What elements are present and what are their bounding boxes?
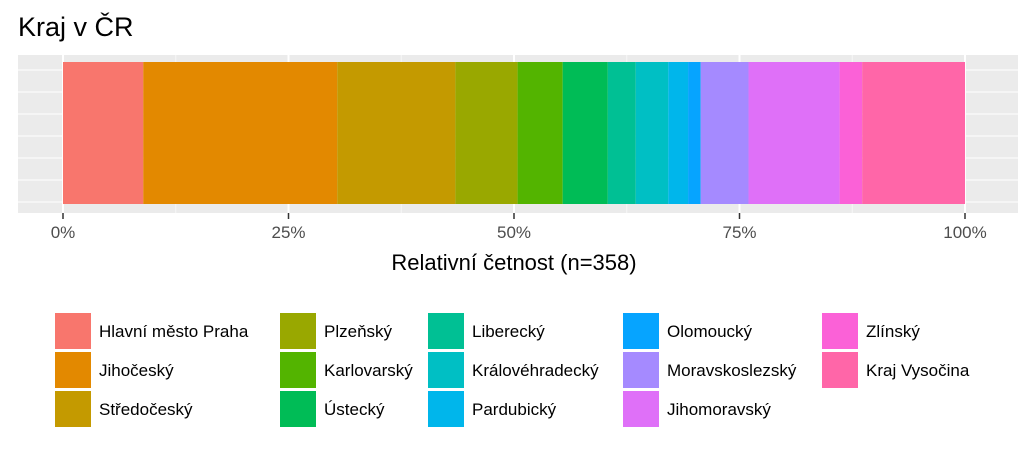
x-axis-label: Relativní četnost (n=358): [391, 250, 636, 275]
legend-item: Plzeňský: [280, 313, 393, 349]
x-tick-label: 0%: [51, 223, 76, 242]
legend-label: Středočeský: [99, 400, 193, 419]
bar-segment: [668, 62, 689, 204]
legend-key: [623, 352, 659, 388]
legend-key: [55, 352, 91, 388]
bar-segment: [562, 62, 608, 204]
bar-segment: [862, 62, 965, 204]
legend-item: Pardubický: [428, 391, 557, 427]
legend-label: Moravskoslezský: [667, 361, 797, 380]
legend-label: Liberecký: [472, 322, 545, 341]
bar-segment: [839, 62, 863, 204]
legend-item: Liberecký: [428, 313, 545, 349]
legend-label: Plzeňský: [324, 322, 393, 341]
legend-key: [822, 352, 858, 388]
legend-label: Karlovarský: [324, 361, 413, 380]
legend-label: Ústecký: [324, 400, 385, 419]
legend-key: [623, 391, 659, 427]
chart-title: Kraj v ČR: [18, 11, 134, 42]
legend-item: Zlínský: [822, 313, 920, 349]
legend-label: Hlavní město Praha: [99, 322, 249, 341]
legend: Hlavní město Praha Jihočeský Středočeský Pl…: [55, 313, 970, 427]
legend-label: Pardubický: [472, 400, 557, 419]
legend-label: Jihočeský: [99, 361, 174, 380]
legend-label: Olomoucký: [667, 322, 753, 341]
legend-item: Jihočeský: [55, 352, 174, 388]
x-tick-label: 75%: [722, 223, 756, 242]
bar-segment: [635, 62, 669, 204]
legend-item: Kraj Vysočina: [822, 352, 970, 388]
legend-label: Jihomoravský: [667, 400, 771, 419]
legend-key: [822, 313, 858, 349]
legend-item: Jihomoravský: [623, 391, 771, 427]
x-tick-label: 25%: [271, 223, 305, 242]
x-tick-label: 50%: [497, 223, 531, 242]
legend-item: Moravskoslezský: [623, 352, 797, 388]
bar-segment: [63, 62, 144, 204]
legend-label: Kraj Vysočina: [866, 361, 970, 380]
legend-key: [280, 352, 316, 388]
bar-segment: [748, 62, 840, 204]
x-tick-label: 100%: [943, 223, 986, 242]
bar-segment: [700, 62, 749, 204]
legend-item: Středočeský: [55, 391, 193, 427]
legend-key: [428, 313, 464, 349]
legend-label: Královéhradecký: [472, 361, 599, 380]
bar-segments: [63, 62, 965, 204]
legend-item: Karlovarský: [280, 352, 413, 388]
legend-label: Zlínský: [866, 322, 920, 341]
legend-key: [623, 313, 659, 349]
legend-key: [428, 391, 464, 427]
legend-key: [55, 313, 91, 349]
bar-segment: [607, 62, 636, 204]
legend-item: Hlavní město Praha: [55, 313, 249, 349]
legend-item: Královéhradecký: [428, 352, 599, 388]
legend-item: Olomoucký: [623, 313, 753, 349]
bar-segment: [455, 62, 518, 204]
legend-key: [280, 313, 316, 349]
bar-segment: [143, 62, 338, 204]
legend-key: [55, 391, 91, 427]
legend-item: Ústecký: [280, 391, 385, 427]
legend-key: [428, 352, 464, 388]
x-axis: 0% 25% 50% 75% 100%: [51, 213, 987, 242]
bar-segment: [688, 62, 701, 204]
legend-key: [280, 391, 316, 427]
bar-segment: [517, 62, 563, 204]
bar-segment: [337, 62, 456, 204]
